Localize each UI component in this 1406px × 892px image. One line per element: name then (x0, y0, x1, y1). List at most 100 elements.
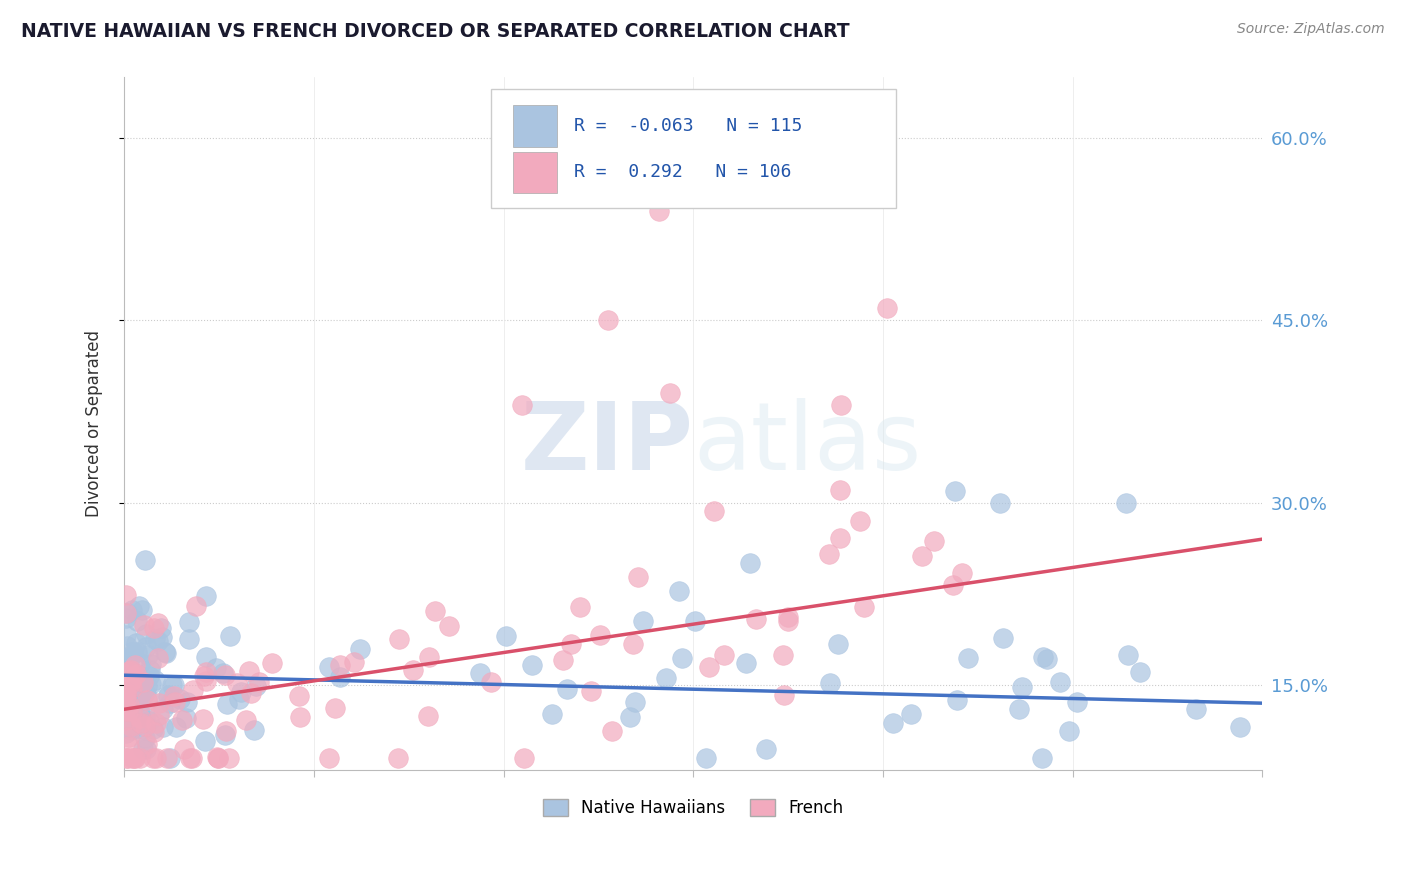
Point (142, 621, 165, 635)
Point (1185, 702, 1208, 716)
Point (541, 707, 564, 722)
Point (713, 648, 735, 662)
Point (624, 695, 647, 709)
Point (945, 693, 967, 707)
Point (685, 614, 707, 628)
Point (745, 612, 768, 626)
Point (560, 637, 582, 651)
Point (122, 692, 145, 706)
Point (1116, 648, 1139, 663)
Point (876, 301, 898, 316)
Point (125, 636, 148, 650)
Point (131, 603, 153, 617)
Point (131, 715, 153, 730)
Point (581, 684, 603, 698)
Point (165, 695, 187, 709)
Point (157, 689, 180, 703)
Point (125, 695, 148, 709)
Point (852, 830, 875, 844)
Point (160, 678, 183, 692)
Point (1115, 496, 1137, 510)
Point (121, 648, 143, 662)
Point (134, 710, 156, 724)
Point (589, 628, 612, 642)
Point (115, 607, 138, 621)
Point (911, 549, 934, 563)
Point (169, 692, 191, 706)
Point (153, 645, 176, 659)
Point (697, 659, 720, 673)
Point (703, 504, 725, 518)
Point (118, 664, 141, 678)
Point (212, 666, 235, 681)
Point (121, 673, 143, 688)
Point (134, 731, 156, 745)
Point (117, 704, 139, 718)
Point (117, 606, 139, 620)
Point (115, 751, 138, 765)
Point (143, 673, 166, 687)
Point (849, 514, 872, 528)
Bar (513, 105, 557, 146)
Point (205, 750, 228, 764)
Point (214, 729, 236, 743)
Point (142, 723, 165, 737)
Point (349, 641, 371, 656)
Point (195, 649, 218, 664)
Point (118, 708, 141, 723)
Point (145, 751, 167, 765)
Point (115, 610, 138, 624)
Point (121, 603, 143, 617)
Point (654, 671, 676, 685)
Point (143, 725, 166, 739)
Point (520, 658, 543, 673)
Point (882, 715, 904, 730)
Point (943, 483, 966, 498)
Point (136, 648, 159, 663)
Point (194, 734, 217, 748)
FancyBboxPatch shape (491, 89, 896, 208)
Point (121, 719, 143, 733)
Point (176, 695, 198, 709)
Text: Source: ZipAtlas.com: Source: ZipAtlas.com (1237, 22, 1385, 37)
Point (115, 639, 138, 653)
Point (941, 578, 963, 592)
Point (329, 670, 352, 684)
Point (479, 675, 502, 690)
Point (619, 710, 641, 724)
Point (243, 723, 266, 738)
Point (596, 313, 619, 327)
Point (177, 632, 200, 647)
Point (1035, 651, 1057, 665)
Point (120, 723, 142, 738)
Point (1066, 695, 1088, 709)
Point (118, 739, 141, 754)
Point (402, 663, 425, 677)
Point (159, 751, 181, 765)
Point (121, 704, 143, 718)
Point (150, 630, 173, 644)
Point (1049, 675, 1071, 690)
Point (229, 685, 252, 699)
Point (778, 610, 800, 624)
Point (218, 751, 240, 765)
Point (659, 386, 682, 401)
Point (152, 702, 174, 716)
Point (195, 665, 218, 680)
Text: R =  -0.063   N = 115: R = -0.063 N = 115 (574, 117, 801, 135)
Point (818, 676, 841, 690)
Point (146, 616, 169, 631)
Point (129, 751, 152, 765)
Point (1008, 702, 1031, 716)
Point (207, 751, 229, 765)
Point (195, 589, 218, 603)
Point (423, 604, 446, 618)
Point (163, 689, 186, 703)
Point (124, 667, 146, 681)
Point (262, 656, 284, 670)
Point (179, 751, 201, 765)
Point (194, 673, 217, 688)
Point (115, 751, 138, 765)
Text: atlas: atlas (693, 399, 921, 491)
Point (235, 713, 257, 727)
